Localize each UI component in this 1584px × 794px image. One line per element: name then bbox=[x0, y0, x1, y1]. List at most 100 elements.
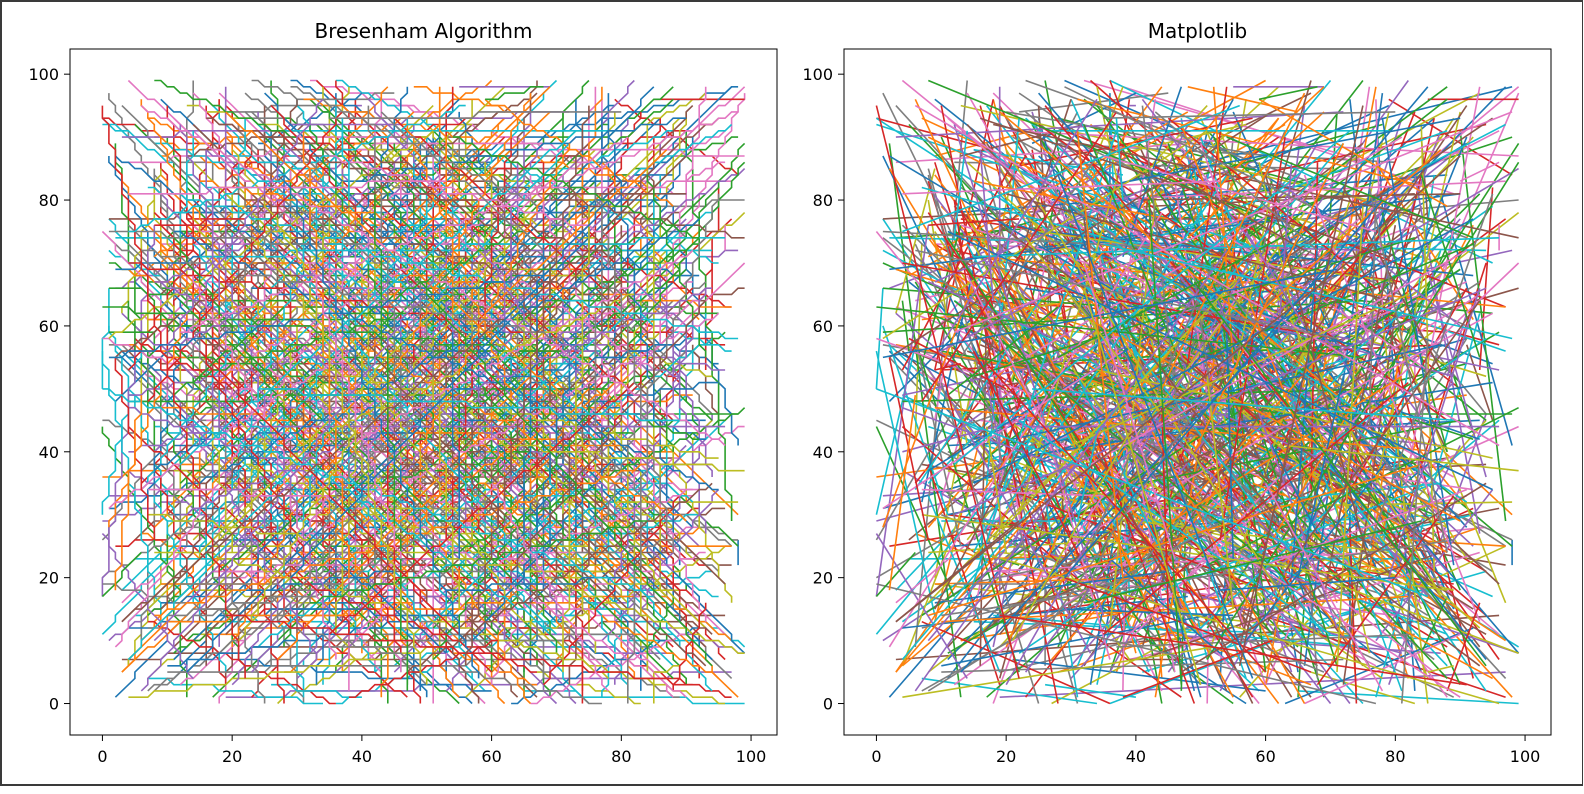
line-segment bbox=[1011, 294, 1183, 610]
line-segment bbox=[128, 406, 317, 478]
line-segment bbox=[134, 319, 246, 673]
line-segment bbox=[328, 344, 532, 705]
line-segment bbox=[309, 288, 428, 685]
line-segment bbox=[1414, 224, 1487, 478]
line-segment bbox=[446, 576, 622, 591]
line-segment bbox=[1037, 92, 1520, 654]
line-segment bbox=[1018, 287, 1319, 579]
line-segment bbox=[432, 376, 460, 610]
line-segment bbox=[413, 86, 454, 364]
line-segment bbox=[1109, 123, 1247, 157]
line-segment bbox=[672, 602, 707, 691]
line-segment bbox=[510, 281, 545, 679]
line-segment bbox=[380, 193, 707, 516]
line-segment bbox=[147, 677, 323, 705]
line-segment bbox=[882, 281, 975, 528]
line-segment bbox=[211, 382, 227, 446]
line-segment bbox=[640, 419, 700, 440]
line-segment bbox=[1180, 124, 1306, 446]
line-segment bbox=[1064, 312, 1493, 547]
line-segment bbox=[1285, 444, 1519, 472]
line-segment bbox=[1427, 665, 1454, 673]
line-segment bbox=[928, 463, 1422, 617]
line-segment bbox=[1089, 86, 1163, 182]
line-segment bbox=[114, 155, 421, 340]
chart-bresenham: Bresenham Algorithm 0 20 40 60 80 100 0 20 40 60 80… bbox=[28, 19, 778, 766]
line-segment bbox=[1388, 293, 1481, 352]
line-segment bbox=[244, 181, 344, 515]
line-segment bbox=[985, 426, 1007, 553]
line-segment bbox=[147, 268, 687, 616]
line-segment bbox=[1336, 206, 1364, 673]
y-tick-label: 0 bbox=[49, 695, 59, 714]
line-segment bbox=[1103, 111, 1396, 119]
line-segment bbox=[1414, 419, 1474, 440]
line-segment bbox=[1251, 237, 1267, 314]
line-segment bbox=[464, 105, 590, 666]
line-segment bbox=[1161, 375, 1403, 528]
line-segment bbox=[895, 337, 1182, 673]
x-tick-label: 20 bbox=[996, 747, 1016, 766]
line-segment bbox=[329, 155, 602, 233]
line-segment bbox=[902, 646, 1214, 698]
line-segment bbox=[302, 312, 687, 522]
line-segment bbox=[1446, 602, 1481, 692]
line-segment bbox=[510, 300, 707, 572]
x-tick-label: 80 bbox=[611, 747, 631, 766]
line-segment bbox=[1018, 180, 1118, 515]
line-segment bbox=[108, 350, 350, 509]
line-segment bbox=[1005, 337, 1435, 673]
line-segment bbox=[1154, 111, 1319, 252]
line-segment bbox=[882, 230, 1201, 252]
line-segment bbox=[928, 218, 1020, 226]
line-segment bbox=[296, 205, 389, 270]
line-segment bbox=[1193, 256, 1442, 522]
line-segment bbox=[199, 350, 305, 553]
line-segment bbox=[1349, 118, 1435, 484]
line-segment bbox=[1064, 86, 1312, 208]
line-segment bbox=[902, 595, 1188, 629]
line-segment bbox=[1349, 243, 1448, 453]
line-segment bbox=[1025, 111, 1383, 415]
line-segment bbox=[979, 294, 988, 666]
chart-matplotlib: Matplotlib 0 20 40 60 80 100 0 20 40 60 80 100 bbox=[802, 19, 1552, 766]
y-tick-label: 20 bbox=[813, 569, 833, 588]
line-segment bbox=[1051, 142, 1396, 164]
line-segment bbox=[966, 161, 1481, 629]
y-tick-label: 60 bbox=[39, 317, 59, 336]
line-segment bbox=[121, 168, 162, 314]
line-segment bbox=[685, 130, 733, 521]
line-segment bbox=[941, 614, 1208, 667]
line-segment bbox=[993, 123, 1519, 239]
line-segment bbox=[258, 388, 680, 422]
line-segment bbox=[875, 533, 968, 679]
line-segment bbox=[1122, 86, 1454, 195]
line-segment bbox=[1277, 162, 1293, 333]
line-segment bbox=[876, 388, 1429, 598]
line-segment bbox=[607, 118, 681, 566]
line-segment bbox=[992, 457, 1448, 636]
line-segment bbox=[232, 457, 745, 654]
line-segment bbox=[601, 614, 720, 679]
line-segment bbox=[1258, 162, 1371, 654]
y-tick-label: 100 bbox=[802, 65, 833, 84]
x-tick-label: 60 bbox=[1255, 747, 1275, 766]
line-segments bbox=[875, 79, 1520, 705]
line-segment bbox=[1225, 332, 1234, 559]
line-segment bbox=[895, 249, 1364, 623]
line-segment bbox=[1278, 425, 1519, 535]
line-segment bbox=[953, 300, 1286, 579]
line-segment bbox=[1394, 445, 1461, 572]
line-segment bbox=[238, 432, 356, 642]
line-segment bbox=[1375, 614, 1493, 680]
line-segment bbox=[354, 212, 532, 447]
line-segment bbox=[478, 482, 512, 497]
line-segment bbox=[1452, 376, 1474, 434]
x-tick-label: 0 bbox=[97, 747, 107, 766]
line-segment bbox=[927, 180, 1066, 629]
line-segment bbox=[1264, 482, 1384, 692]
line-segment bbox=[419, 256, 668, 522]
line-segment bbox=[921, 268, 1461, 617]
line-segment bbox=[1381, 118, 1455, 566]
